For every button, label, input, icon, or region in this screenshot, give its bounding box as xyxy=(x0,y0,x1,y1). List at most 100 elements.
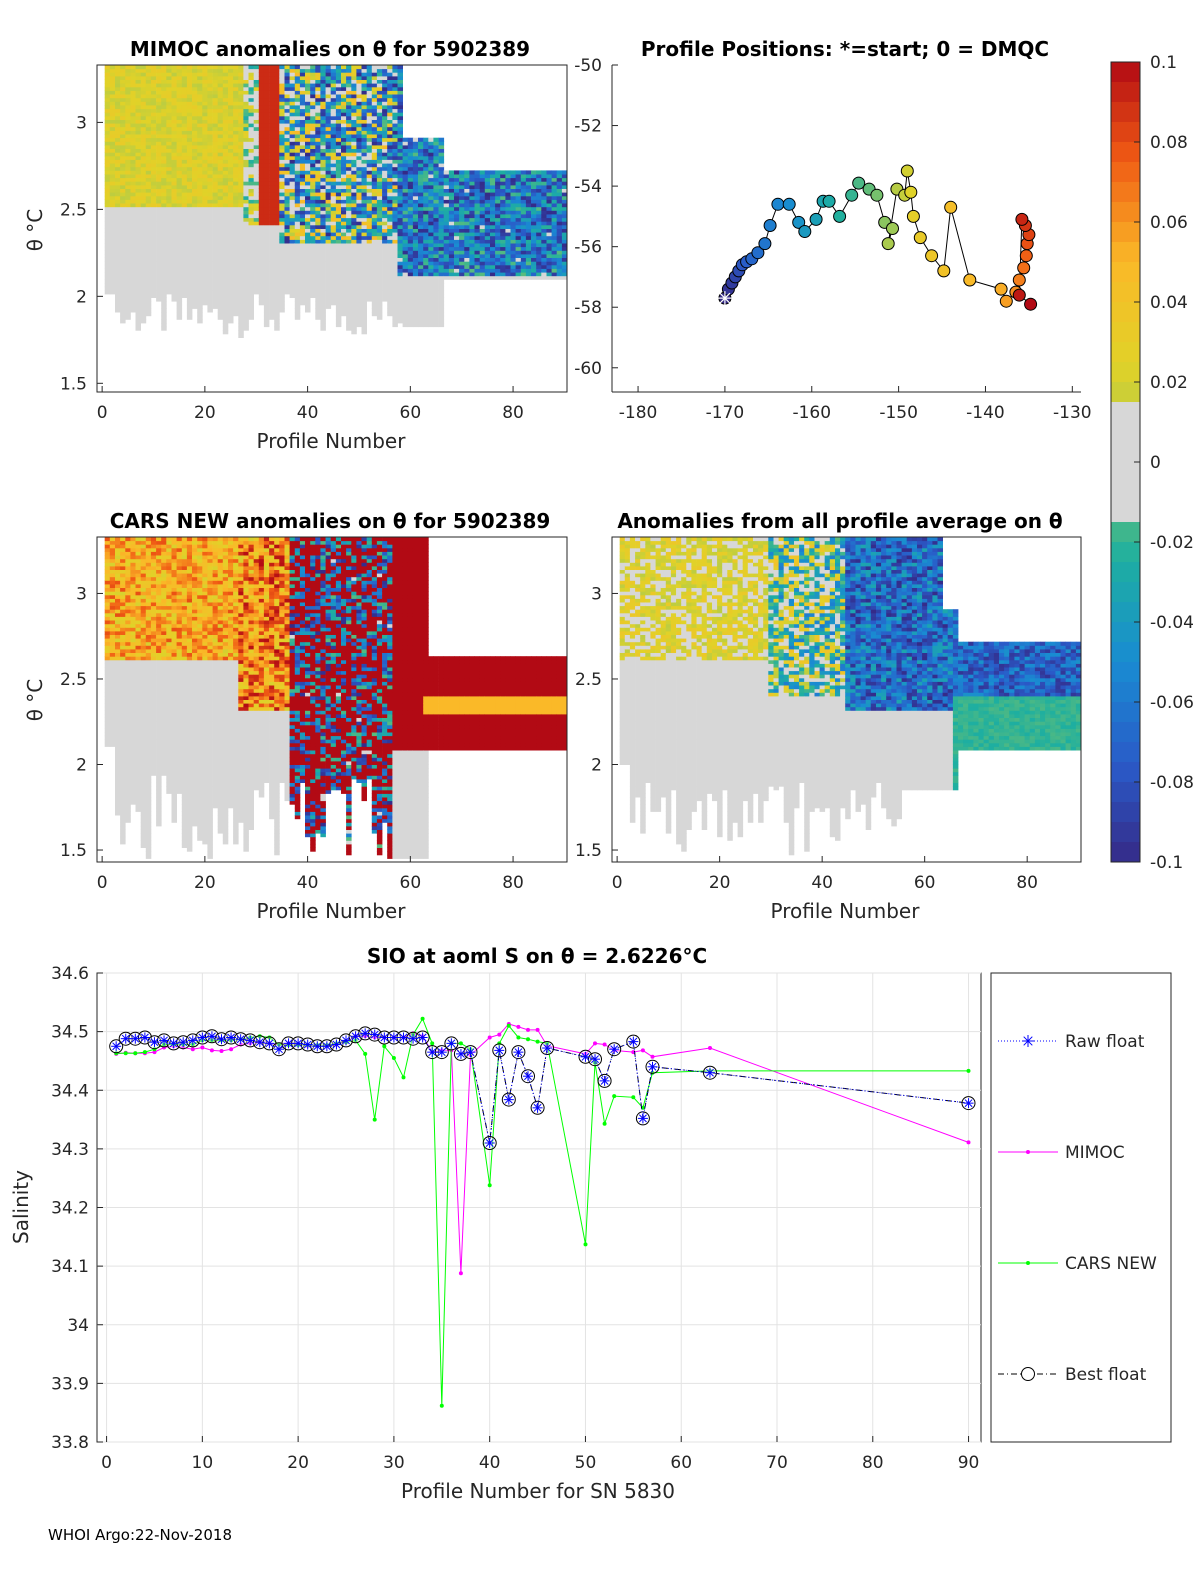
heatmap-cell xyxy=(382,279,388,284)
heatmap-cell xyxy=(222,137,229,142)
heatmap-cell xyxy=(202,210,208,215)
heatmap-cell xyxy=(130,272,136,277)
heatmap-cell xyxy=(505,221,511,226)
heatmap-cell xyxy=(161,286,167,291)
heatmap-cell xyxy=(258,184,265,189)
heatmap-cell xyxy=(269,170,275,175)
heatmap-cell xyxy=(279,214,285,219)
heatmap-cell xyxy=(382,290,388,295)
heatmap-cell xyxy=(125,123,131,128)
heatmap-cell xyxy=(166,126,172,131)
heatmap-cell xyxy=(212,163,219,168)
heatmap-cell xyxy=(269,126,275,131)
heatmap-cell xyxy=(346,308,352,313)
heatmap-cell xyxy=(212,159,219,164)
heatmap-cell xyxy=(387,75,393,80)
heatmap-cell xyxy=(325,243,332,248)
heatmap-cell xyxy=(335,304,342,309)
heatmap-cell xyxy=(433,301,439,306)
heatmap-cell xyxy=(156,261,162,266)
heatmap-cell xyxy=(253,68,260,73)
heatmap-cell xyxy=(176,272,183,277)
heatmap-cell xyxy=(263,286,270,291)
heatmap-cell xyxy=(423,210,429,215)
heatmap-cell xyxy=(361,272,367,277)
heatmap-cell xyxy=(186,257,193,262)
heatmap-cell xyxy=(197,86,203,91)
heatmap-cell xyxy=(325,65,332,70)
heatmap-cell xyxy=(176,105,183,110)
heatmap-cell xyxy=(341,221,347,226)
heatmap-cell xyxy=(428,315,434,320)
heatmap-cell xyxy=(423,297,429,302)
heatmap-cell xyxy=(402,210,409,215)
heatmap-cell xyxy=(228,177,234,182)
heatmap-cell xyxy=(356,217,362,222)
heatmap-cell xyxy=(135,279,141,284)
heatmap-cell xyxy=(335,279,342,284)
heatmap-cell xyxy=(228,224,234,229)
heatmap-cell xyxy=(330,286,337,291)
heatmap-cell xyxy=(156,75,162,80)
heatmap-cell xyxy=(320,268,326,273)
heatmap-cell xyxy=(387,206,393,211)
heatmap-cell xyxy=(171,246,177,251)
heatmap-cell xyxy=(325,68,332,73)
heatmap-cell xyxy=(531,188,537,193)
heatmap-cell xyxy=(263,275,270,280)
heatmap-cell xyxy=(120,279,126,284)
heatmap-cell xyxy=(176,210,183,215)
heatmap-cell xyxy=(140,224,147,229)
heatmap-cell xyxy=(130,152,136,157)
heatmap-cell xyxy=(356,228,362,233)
heatmap-cell xyxy=(263,272,270,277)
heatmap-cell xyxy=(166,228,172,233)
heatmap-cell xyxy=(469,177,475,182)
heatmap-cell xyxy=(176,253,183,258)
heatmap-cell xyxy=(397,181,403,186)
heatmap-cell xyxy=(109,192,116,197)
heatmap-cell xyxy=(371,239,378,244)
heatmap-cell xyxy=(130,148,136,153)
heatmap-cell xyxy=(140,312,147,317)
heatmap-cell xyxy=(515,203,522,208)
heatmap-cell xyxy=(145,68,152,73)
heatmap-cell xyxy=(197,83,203,88)
heatmap-cell xyxy=(279,286,285,291)
heatmap-cell xyxy=(192,188,198,193)
heatmap-cell xyxy=(361,115,367,120)
heatmap-cell xyxy=(346,301,352,306)
heatmap-cell xyxy=(176,308,183,313)
heatmap-cell xyxy=(233,308,239,313)
heatmap-cell xyxy=(279,232,285,237)
heatmap-cell xyxy=(294,159,301,164)
heatmap-cell xyxy=(412,250,419,255)
heatmap-cell xyxy=(428,253,434,258)
heatmap-cell xyxy=(325,304,332,309)
heatmap-cell xyxy=(212,72,219,77)
heatmap-cell xyxy=(207,166,213,171)
heatmap-cell xyxy=(387,130,393,135)
heatmap-cell xyxy=(263,195,270,200)
heatmap-cell xyxy=(233,246,239,251)
heatmap-cell xyxy=(202,235,208,240)
heatmap-cell xyxy=(197,144,203,149)
heatmap-cell xyxy=(376,272,383,277)
heatmap-cell xyxy=(258,144,265,149)
heatmap-cell xyxy=(176,130,183,135)
heatmap-cell xyxy=(233,301,239,306)
heatmap-cell xyxy=(145,108,152,113)
heatmap-cell xyxy=(469,264,475,269)
heatmap-cell xyxy=(104,268,111,273)
heatmap-cell xyxy=(145,144,152,149)
heatmap-cell xyxy=(356,166,362,171)
heatmap-cell xyxy=(423,239,429,244)
heatmap-cell xyxy=(490,224,496,229)
heatmap-cell xyxy=(176,177,183,182)
heatmap-cell xyxy=(428,155,434,160)
heatmap-cell xyxy=(222,108,229,113)
heatmap-cell xyxy=(351,210,357,215)
heatmap-cell xyxy=(469,195,475,200)
heatmap-cell xyxy=(135,253,141,258)
heatmap-cell xyxy=(387,90,393,95)
